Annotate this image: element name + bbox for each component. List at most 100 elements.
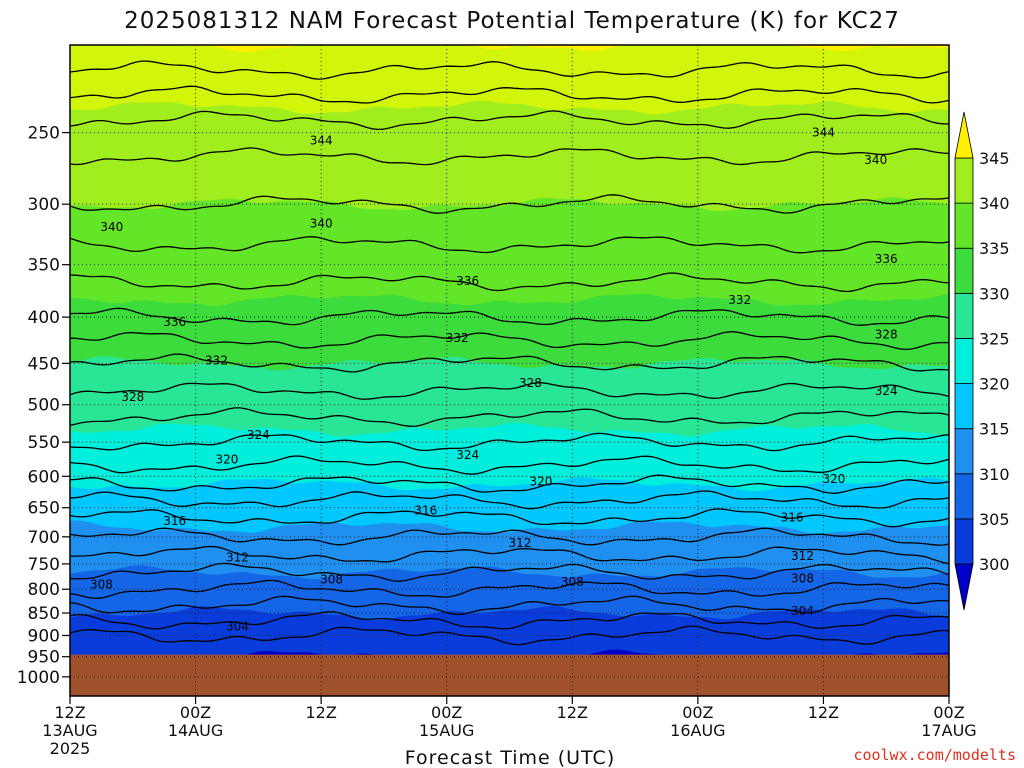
x-tick-label: 12Z (808, 703, 839, 722)
y-tick-label: 400 (28, 308, 60, 328)
contour-label: 316 (163, 514, 186, 528)
y-tick-label: 250 (28, 124, 60, 144)
x-tick-sublabel: 13AUG (42, 721, 97, 740)
x-tick-sublabel: 17AUG (921, 721, 976, 740)
contour-328 (69, 382, 950, 400)
x-tick-sublabel: 15AUG (419, 721, 474, 740)
contour-338 (69, 236, 950, 254)
colorbar-tick-label: 320 (979, 375, 1010, 394)
contour-314 (69, 527, 950, 546)
contour-label: 308 (90, 577, 113, 591)
grid-lines (69, 45, 950, 696)
contour-336 (69, 272, 950, 293)
contour-label: 324 (456, 448, 479, 462)
contour-312 (69, 545, 950, 565)
colorbar-bottom-arrow (954, 563, 974, 611)
y-tick-label: 350 (28, 256, 60, 276)
y-tick-label: 1000 (17, 668, 60, 688)
contour-334 (69, 307, 950, 326)
contour-322 (69, 455, 950, 475)
contour-310 (69, 562, 950, 582)
x-tick-label: 00Z (180, 703, 211, 722)
x-tick-label: 00Z (682, 703, 713, 722)
colorbar-tick-label: 345 (979, 149, 1010, 168)
y-tick-label: 800 (28, 580, 60, 600)
colorbar-tick-label: 330 (979, 284, 1010, 303)
colorbar-top-arrow (954, 111, 974, 159)
colorbar-tick-label: 340 (979, 194, 1010, 213)
contour-302 (69, 625, 950, 646)
contour-label: 320 (529, 475, 552, 489)
y-axis: 2503003504004505005506006507007508008509… (17, 124, 70, 688)
x-tick-label: 12Z (557, 703, 588, 722)
contour-label: 340 (310, 216, 333, 230)
contour-label: 312 (791, 549, 814, 563)
contour-332 (69, 331, 950, 351)
colorbar-segment-335 (954, 202, 974, 249)
y-tick-label: 550 (28, 433, 60, 453)
x-tick-sublabel: 14AUG (168, 721, 223, 740)
contour-label: 304 (791, 604, 814, 618)
colorbar-segment-330 (954, 247, 974, 294)
contour-label: 308 (791, 571, 814, 585)
colorbar-segment-300 (954, 518, 974, 565)
contour-346 (69, 85, 950, 104)
contour-label: 320 (822, 472, 845, 486)
contour-316 (69, 508, 950, 528)
contour-label: 332 (728, 293, 751, 307)
ground-surface (70, 654, 949, 696)
y-tick-label: 700 (28, 528, 60, 548)
contour-label: 336 (875, 252, 898, 266)
colorbar-tick-label: 305 (979, 510, 1010, 529)
contour-340 (69, 194, 950, 214)
contour-label: 332 (205, 354, 228, 368)
contour-label: 328 (121, 390, 144, 404)
colorbar-segment-310 (954, 428, 974, 475)
y-tick-label: 900 (28, 626, 60, 646)
x-tick-sublabel: 16AUG (670, 721, 725, 740)
colorbar-segment-320 (954, 338, 974, 384)
contour-306 (69, 595, 950, 615)
contour-label: 328 (875, 327, 898, 341)
colorbar: 300 305 310 315 320 325 330 335 340 345 (954, 111, 1010, 611)
contour-326 (69, 407, 950, 427)
contour-308 (69, 579, 950, 599)
colorbar-tick-label: 310 (979, 465, 1010, 484)
x-tick-year: 2025 (50, 739, 91, 758)
x-tick-label: 12Z (305, 703, 336, 722)
contour-label: 324 (875, 384, 898, 398)
contour-label: 316 (414, 504, 437, 518)
colorbar-segment-340 (954, 157, 974, 204)
contour-320 (69, 474, 950, 494)
colorbar-segment-325 (954, 292, 974, 339)
contour-lines (69, 60, 950, 646)
y-tick-label: 750 (28, 555, 60, 575)
contour-label: 344 (310, 133, 333, 147)
plot-area (70, 45, 949, 697)
contour-330 (69, 353, 950, 373)
contour-label: 344 (812, 126, 835, 140)
x-tick-label: 00Z (933, 703, 964, 722)
x-tick-label: 00Z (431, 703, 462, 722)
y-tick-label: 950 (28, 648, 60, 668)
contour-324 (69, 432, 950, 452)
chart-title: 2025081312 NAM Forecast Potential Temper… (124, 8, 900, 34)
contour-label: 304 (226, 620, 249, 634)
colorbar-segment-315 (954, 383, 974, 430)
credit-text: coolwx.com/modelts (853, 746, 1016, 764)
contour-348 (69, 60, 950, 80)
contour-label: 340 (864, 153, 887, 167)
y-tick-label: 850 (28, 604, 60, 624)
contour-label: 308 (320, 572, 343, 586)
contour-label: 320 (216, 453, 239, 467)
y-tick-label: 600 (28, 467, 60, 487)
y-tick-label: 450 (28, 354, 60, 374)
contour-label: 316 (781, 510, 804, 524)
x-tick-label: 12Z (54, 703, 85, 722)
contour-label: 340 (100, 220, 123, 234)
colorbar-tick-label: 300 (979, 555, 1010, 574)
colorbar-tick-label: 325 (979, 329, 1010, 348)
contour-318 (69, 490, 950, 510)
